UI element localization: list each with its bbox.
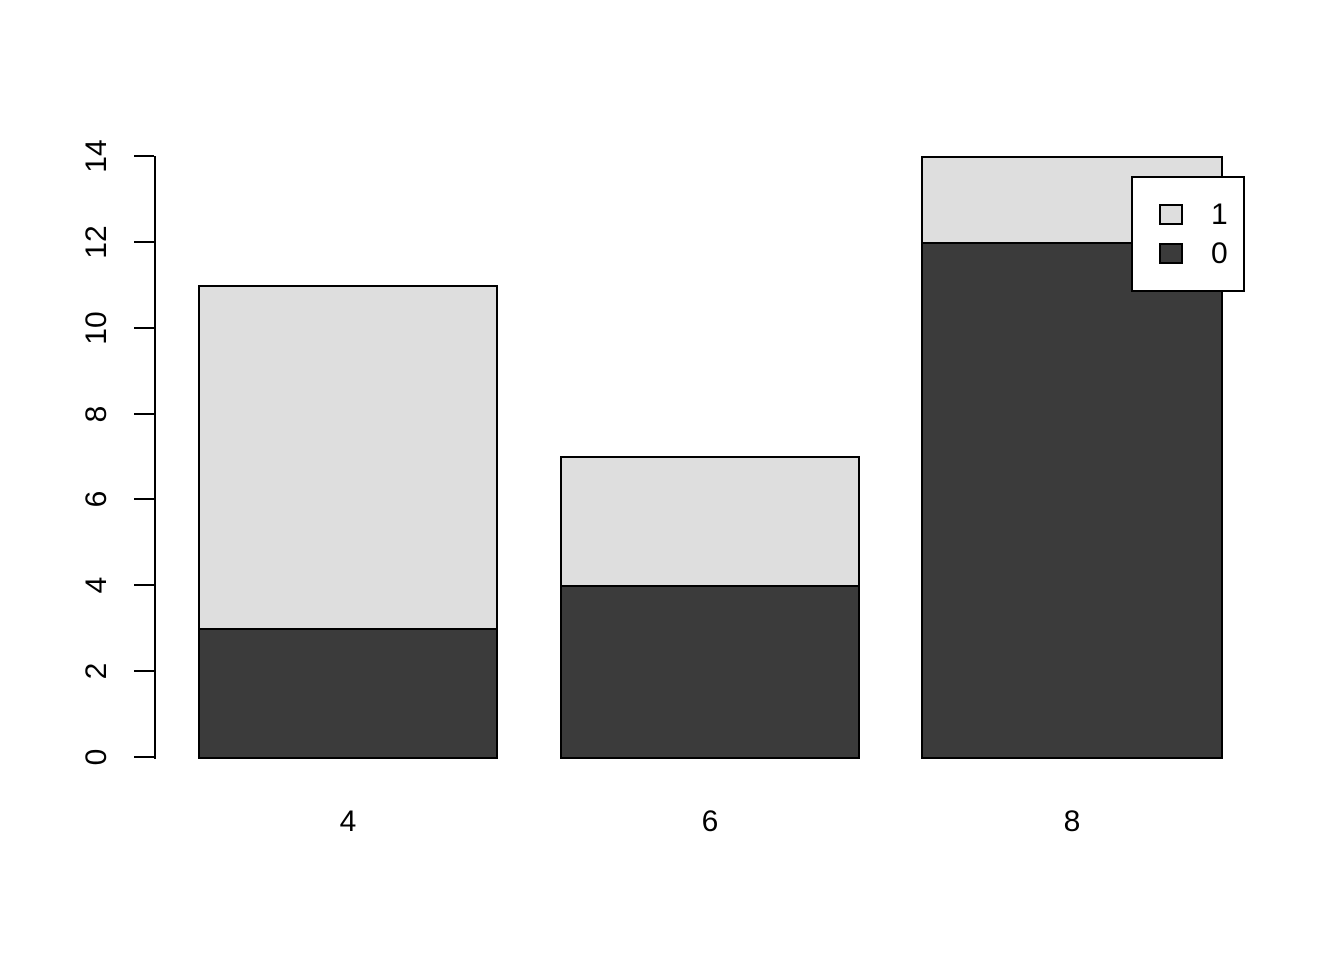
y-axis-tick-label: 2 bbox=[80, 662, 113, 680]
bar-segment-series-0 bbox=[921, 242, 1223, 759]
y-axis-tick bbox=[134, 670, 154, 673]
y-axis-tick-label: 8 bbox=[80, 405, 113, 422]
x-category-label: 6 bbox=[701, 805, 719, 838]
y-axis-tick bbox=[134, 584, 154, 587]
legend-swatch-icon bbox=[1159, 204, 1183, 225]
y-axis-tick-label: 0 bbox=[80, 748, 113, 766]
y-axis-tick bbox=[134, 412, 154, 415]
y-axis-tick-label: 14 bbox=[80, 139, 113, 173]
y-axis-line bbox=[154, 155, 156, 759]
y-axis-tick bbox=[134, 154, 154, 157]
y-axis-tick bbox=[134, 326, 154, 329]
legend-label: 0 bbox=[1211, 237, 1228, 270]
y-axis-tick bbox=[134, 498, 154, 501]
y-axis-tick bbox=[134, 756, 154, 758]
x-category-label: 8 bbox=[1063, 805, 1081, 838]
bar-segment-series-1 bbox=[198, 285, 498, 630]
y-axis-tick-label: 10 bbox=[80, 311, 113, 345]
bar-segment-series-0 bbox=[198, 628, 498, 759]
legend-swatch-icon bbox=[1159, 243, 1183, 264]
bar-segment-series-0 bbox=[560, 585, 860, 759]
bar-segment-series-1 bbox=[560, 456, 860, 587]
y-axis-tick bbox=[134, 240, 154, 243]
legend-label: 1 bbox=[1211, 198, 1228, 231]
legend-entry: 1 bbox=[1159, 198, 1228, 231]
y-axis-tick-label: 4 bbox=[80, 576, 113, 594]
y-axis-tick-label: 12 bbox=[80, 225, 113, 259]
y-axis-tick-label: 6 bbox=[80, 491, 113, 508]
legend-entry: 0 bbox=[1159, 237, 1228, 270]
x-category-label: 4 bbox=[339, 805, 357, 838]
